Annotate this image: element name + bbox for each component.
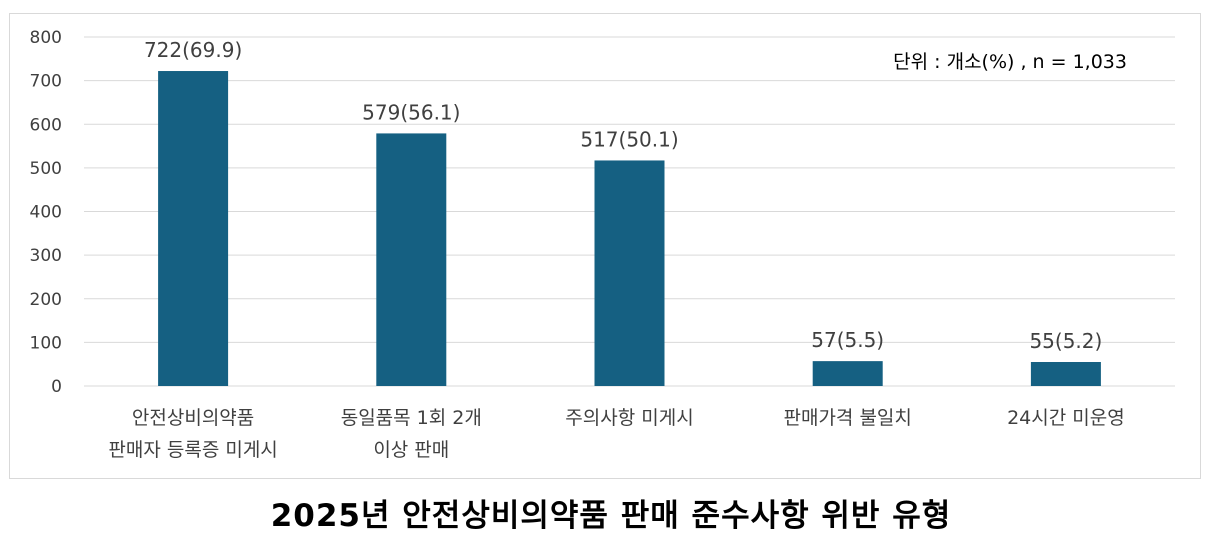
data-label: 517(50.1) <box>580 127 678 151</box>
unit-note: 단위 : 개소(%) , n = 1,033 <box>893 51 1127 73</box>
y-tick-label: 0 <box>51 377 62 397</box>
bar <box>1030 362 1101 386</box>
data-label: 722(69.9) <box>144 38 242 62</box>
x-tick-label: 동일품목 1회 2개 <box>341 407 482 429</box>
y-tick-label: 100 <box>30 333 62 353</box>
x-tick-label: 주의사항 미게시 <box>565 407 693 429</box>
bar-chart: 0 100 200 300 400 500 600 700 800 722(69.9) 579(5… <box>30 28 1175 461</box>
y-tick-label: 300 <box>30 246 62 266</box>
bar <box>158 71 229 386</box>
data-label: 579(56.1) <box>362 100 460 124</box>
x-tick-label: 24시간 미운영 <box>1007 407 1125 429</box>
data-label: 55(5.2) <box>1029 329 1102 353</box>
x-tick-label: 이상 판매 <box>373 439 449 461</box>
y-tick-label: 500 <box>30 159 62 179</box>
y-tick-label: 200 <box>30 290 62 310</box>
x-tick-label: 판매자 등록증 미게시 <box>108 439 277 461</box>
data-label: 57(5.5) <box>811 328 884 352</box>
y-tick-label: 600 <box>30 115 62 135</box>
bar <box>376 133 447 386</box>
data-labels: 722(69.9) 579(56.1) 517(50.1) 57(5.5) 55(5.2… <box>144 38 1102 353</box>
y-tick-label: 800 <box>30 28 62 48</box>
chart-title: 2025년 안전상비의약품 판매 준수사항 위반 유형 <box>270 498 952 534</box>
bar <box>594 160 665 386</box>
x-tick-label: 안전상비의약품 <box>132 407 254 429</box>
y-tick-label: 400 <box>30 203 62 223</box>
bar <box>812 361 883 386</box>
bars <box>158 71 1101 386</box>
x-tick-label: 판매가격 불일치 <box>783 407 911 429</box>
y-tick-label: 700 <box>30 72 62 92</box>
y-axis-ticks: 0 100 200 300 400 500 600 700 800 <box>30 28 62 397</box>
